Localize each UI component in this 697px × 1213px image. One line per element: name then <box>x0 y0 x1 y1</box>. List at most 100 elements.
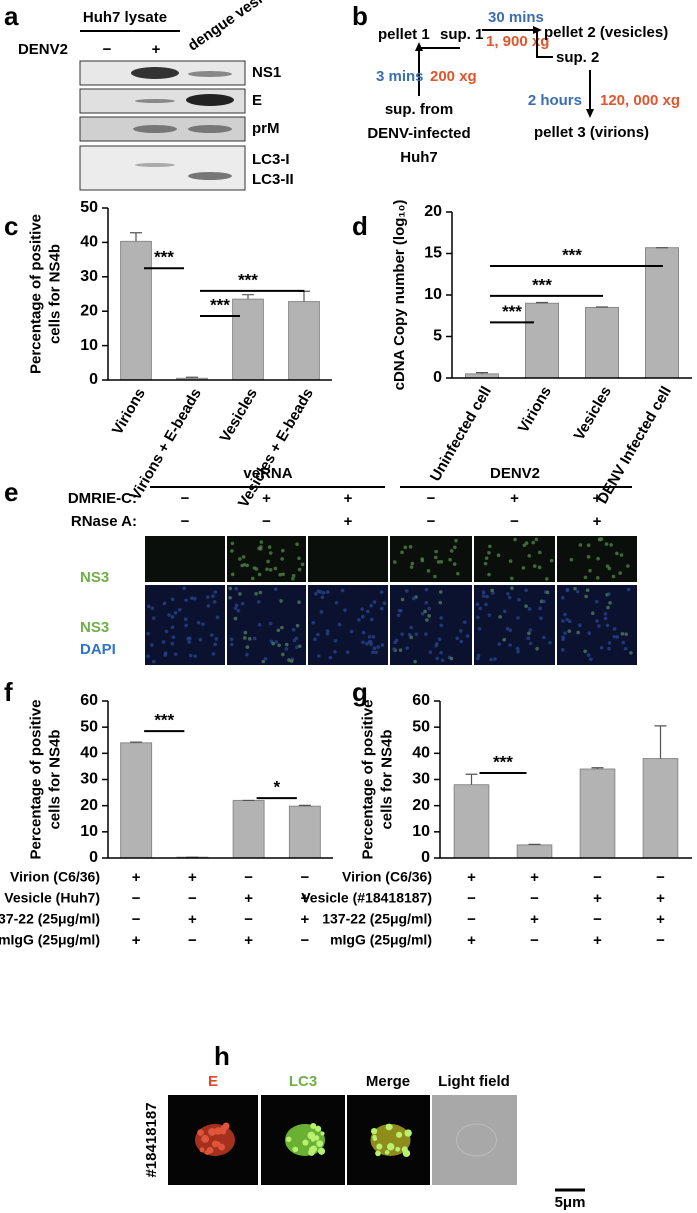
cell <box>205 595 210 599</box>
micrograph <box>557 585 637 665</box>
cell <box>372 646 377 650</box>
cell <box>452 562 457 566</box>
cell <box>488 544 492 549</box>
cell <box>428 650 433 654</box>
cell <box>410 561 415 566</box>
cell <box>316 654 321 658</box>
cell <box>541 635 546 640</box>
cell <box>407 632 412 637</box>
cell <box>545 590 550 595</box>
cell <box>510 586 514 590</box>
cell <box>535 646 539 651</box>
y-tick-label: 10 <box>80 337 98 354</box>
significance-label: *** <box>493 752 513 771</box>
cell <box>254 567 259 571</box>
signal-speck <box>370 1128 378 1135</box>
condition-sign: + <box>467 932 476 949</box>
signal-speck <box>376 1143 383 1150</box>
band <box>188 172 232 180</box>
cell <box>560 648 565 652</box>
cell <box>599 645 604 650</box>
error-bar <box>528 843 541 845</box>
step-label: sup. 1 <box>440 26 483 43</box>
x-tick-label: Virions <box>109 385 149 437</box>
column-label: Merge <box>366 1073 410 1090</box>
significance-label: *** <box>502 302 522 321</box>
cell <box>476 653 481 658</box>
cell <box>291 573 296 578</box>
condition-sign: − <box>593 911 602 928</box>
band-label: NS1 <box>252 64 281 81</box>
cell <box>280 557 284 561</box>
cell <box>527 607 532 611</box>
cell <box>595 619 599 623</box>
cell <box>295 623 300 628</box>
error-bar <box>130 741 143 743</box>
y-tick-label: 50 <box>80 199 98 216</box>
cell <box>215 615 220 620</box>
branch-line <box>536 32 553 58</box>
cell <box>496 553 501 558</box>
band <box>186 94 234 106</box>
cell <box>615 635 620 639</box>
column-label: Light field <box>438 1073 510 1090</box>
bar <box>232 799 265 859</box>
signal-speck <box>222 1122 230 1130</box>
cell <box>481 590 486 595</box>
cell <box>414 632 419 637</box>
cell <box>297 644 302 649</box>
cell <box>515 646 520 651</box>
y-tick-label: 0 <box>89 371 98 388</box>
cell <box>238 592 242 596</box>
bar <box>120 742 153 859</box>
cell <box>234 586 238 591</box>
cell <box>563 631 567 635</box>
cell <box>380 643 385 647</box>
cell <box>516 649 520 654</box>
condition-sign: + <box>262 490 271 507</box>
cell <box>439 623 444 628</box>
cell <box>297 567 302 572</box>
scale-bar-label: 5μm <box>555 1194 586 1211</box>
signal-speck <box>316 1140 324 1148</box>
condition-label: Vesicle (#18418187) <box>301 890 432 906</box>
error-bar <box>654 725 667 759</box>
micrograph <box>432 1095 517 1185</box>
cell <box>453 545 457 550</box>
cell <box>346 650 350 654</box>
cell <box>483 561 488 566</box>
cell <box>357 618 361 622</box>
cell <box>595 576 600 580</box>
signal-speck <box>286 1136 292 1143</box>
condition-sign: − <box>244 911 253 928</box>
lane-sign: + <box>152 41 161 58</box>
condition-sign: + <box>593 932 602 949</box>
channel-label: NS3 <box>80 569 109 586</box>
cell <box>370 617 374 622</box>
cell <box>213 642 217 647</box>
cell <box>328 655 333 660</box>
cell <box>583 575 588 580</box>
cell <box>291 576 295 581</box>
cell <box>146 604 151 609</box>
axes <box>439 701 692 859</box>
row-label: DENV2 <box>18 41 68 58</box>
cell <box>257 622 262 627</box>
cell <box>259 545 263 549</box>
cell <box>397 608 402 613</box>
cell <box>268 621 273 626</box>
signal-speck <box>375 1150 381 1157</box>
condition-sign: + <box>593 890 602 907</box>
cell <box>297 556 301 561</box>
condition-sign: + <box>132 932 141 949</box>
cell <box>170 597 175 602</box>
y-axis-label: cells for NS4b <box>378 729 395 829</box>
panel-label: c <box>4 211 18 241</box>
signal-speck <box>208 1128 217 1136</box>
axes <box>451 212 692 379</box>
cell <box>508 643 512 647</box>
cell <box>343 608 347 612</box>
error-bar <box>186 376 198 379</box>
cell <box>233 606 238 610</box>
cell <box>211 594 215 599</box>
